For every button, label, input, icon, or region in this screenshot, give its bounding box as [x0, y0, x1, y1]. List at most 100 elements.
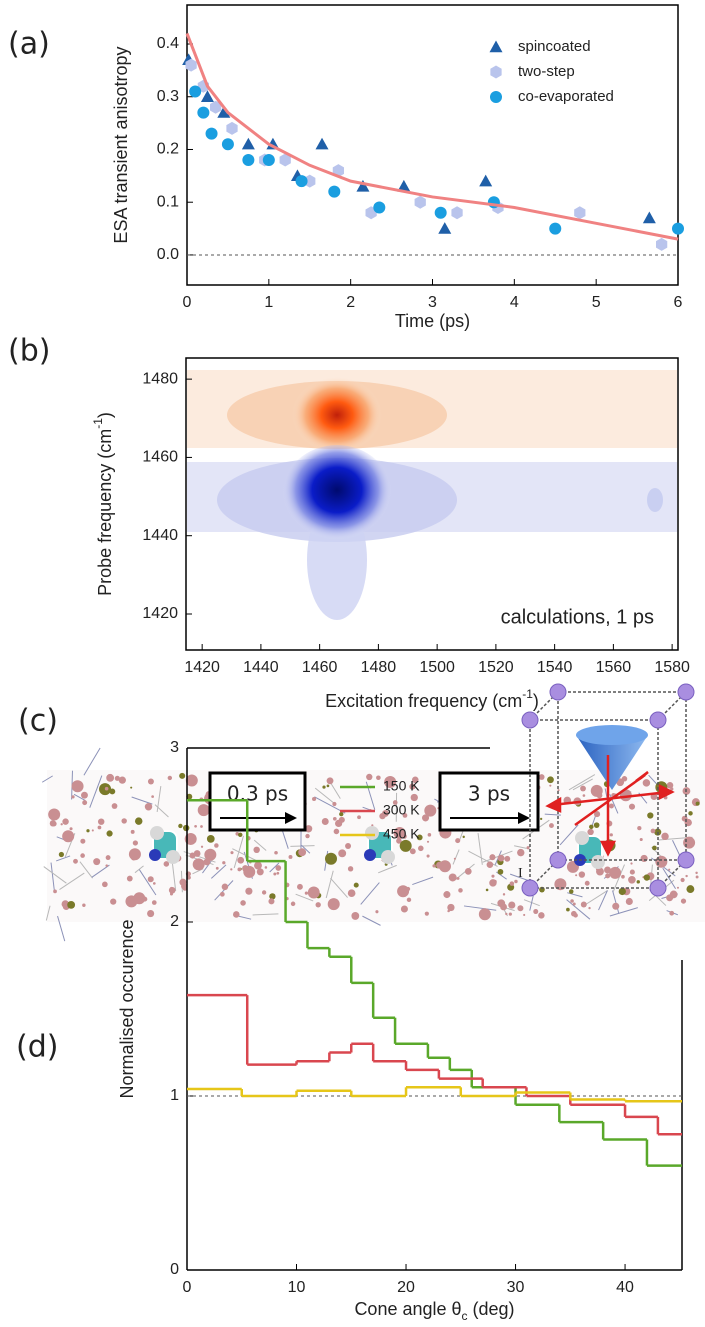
atom — [680, 877, 685, 883]
atom — [345, 842, 352, 849]
atom — [371, 824, 374, 827]
md-snapshot: 0.3 ps 3 ps — [41, 747, 705, 942]
x-tick-label: 1460 — [302, 659, 338, 676]
atom — [261, 890, 267, 895]
atom — [379, 813, 386, 820]
atom — [312, 796, 317, 802]
atom — [338, 849, 347, 858]
atom — [181, 883, 188, 890]
atom — [456, 876, 460, 880]
marker — [438, 222, 452, 234]
atom — [443, 891, 451, 899]
atom — [526, 846, 530, 850]
atom — [676, 886, 679, 889]
atom — [509, 881, 515, 886]
atom — [399, 839, 412, 852]
arrow-box — [438, 771, 540, 832]
atom — [589, 824, 594, 830]
bond — [566, 899, 591, 920]
x-tick-label: 40 — [616, 1279, 634, 1296]
label-part: -1 — [522, 687, 533, 701]
label-part: Cone angle θ — [354, 1299, 461, 1319]
atom — [424, 804, 437, 817]
atom — [458, 888, 463, 893]
atom — [392, 800, 398, 805]
marker — [279, 153, 291, 167]
atom — [183, 824, 190, 832]
bond — [134, 865, 144, 874]
atom — [126, 875, 133, 882]
bond — [612, 890, 620, 914]
atom — [48, 808, 61, 821]
atom — [448, 873, 457, 882]
marker — [434, 206, 447, 219]
inset-label: I — [518, 866, 523, 881]
atom — [621, 776, 628, 782]
marker — [549, 222, 562, 235]
marker — [217, 106, 231, 118]
atom — [197, 804, 210, 817]
marker — [205, 127, 218, 140]
x-tick-label: 10 — [288, 1279, 306, 1296]
atom — [357, 815, 361, 820]
atom — [237, 867, 242, 872]
x-tick-label: 2 — [346, 294, 355, 311]
atom — [432, 864, 436, 868]
legend-label: 450 K — [383, 826, 420, 842]
bond — [253, 839, 267, 851]
atom — [655, 855, 668, 868]
atom — [685, 874, 688, 878]
marker — [226, 121, 238, 135]
atom — [221, 883, 229, 891]
molecule — [575, 831, 589, 845]
atom — [418, 845, 424, 852]
atom — [695, 875, 699, 879]
atom — [118, 776, 126, 784]
marker — [189, 85, 202, 98]
bond — [360, 882, 380, 905]
atom — [125, 895, 138, 908]
marker — [574, 206, 586, 220]
bond — [529, 895, 534, 911]
atom — [625, 897, 633, 906]
bond — [91, 864, 110, 878]
atom — [491, 874, 495, 878]
bond — [330, 877, 348, 898]
molecule — [591, 855, 605, 869]
bond — [362, 915, 381, 926]
bond — [41, 775, 53, 783]
atom — [640, 854, 648, 863]
legend-marker — [490, 65, 502, 79]
atom — [307, 886, 320, 899]
bond — [612, 864, 625, 892]
x-tick-label: 0 — [183, 1279, 192, 1296]
bond — [56, 855, 71, 862]
marker — [356, 179, 370, 192]
atom — [447, 909, 450, 913]
bond — [672, 840, 681, 856]
atom — [121, 818, 127, 824]
atom — [384, 775, 397, 788]
atom — [426, 840, 430, 843]
x-tick-label: 1500 — [419, 659, 455, 676]
bond — [452, 849, 460, 865]
label-part: -1 — [91, 418, 105, 429]
legend-marker — [489, 40, 503, 53]
legend-label: spincoated — [518, 38, 591, 55]
bond — [463, 905, 497, 911]
atom — [500, 903, 507, 911]
legend-label: two-step — [518, 63, 575, 80]
bond — [79, 861, 93, 879]
bond — [662, 867, 677, 889]
atom — [73, 858, 78, 864]
legend-label: 150 K — [383, 778, 420, 794]
atom — [215, 866, 219, 870]
y-tick-label: 1420 — [142, 605, 178, 622]
atom — [486, 861, 494, 868]
x-tick-label: 0 — [183, 294, 192, 311]
atom — [554, 878, 567, 891]
bond — [50, 862, 55, 891]
atom — [538, 912, 545, 919]
label-part: ) — [533, 691, 539, 711]
atom — [695, 801, 700, 806]
